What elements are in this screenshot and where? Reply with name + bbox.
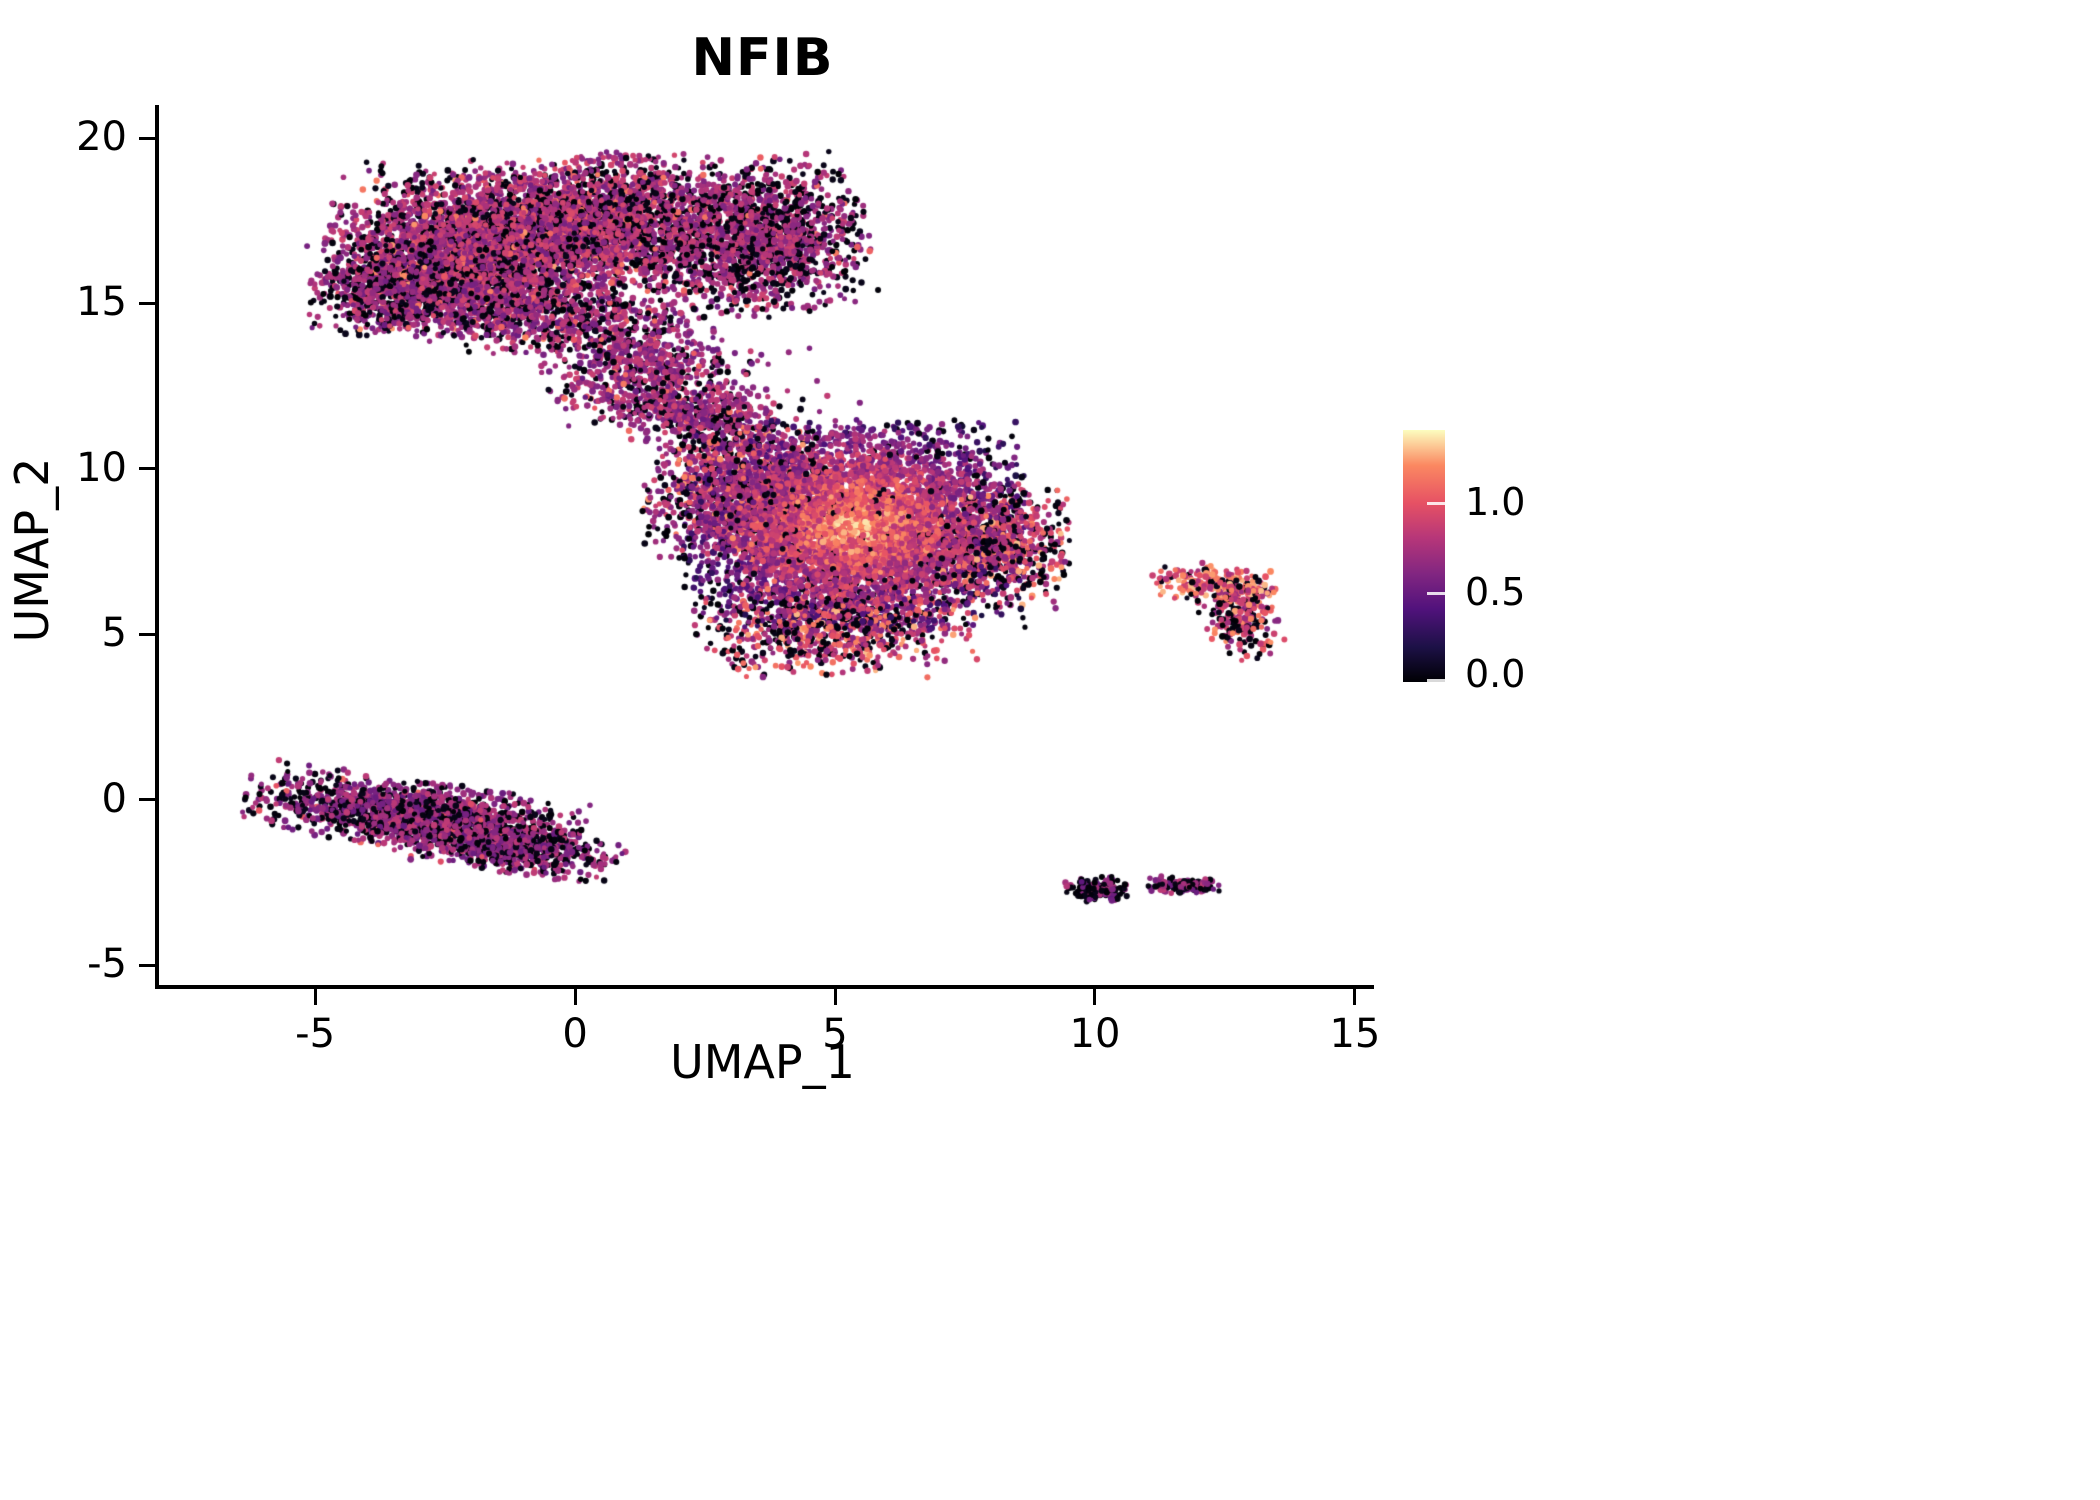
y-axis-tick-label: -5 — [87, 941, 127, 988]
x-axis-tick-label: 10 — [1069, 1011, 1121, 1057]
colorbar: 1.0 0.5 0.0 — [1403, 430, 1525, 693]
y-axis-tick-mark — [139, 798, 155, 802]
x-axis-tick-mark — [1093, 989, 1097, 1005]
x-axis-tick-mark — [313, 989, 317, 1005]
x-axis-tick-label: -5 — [295, 1011, 336, 1057]
y-axis-tick-label: 20 — [76, 114, 127, 161]
y-axis-tick-label: 10 — [76, 444, 127, 491]
x-axis-tick-label: 0 — [562, 1011, 588, 1057]
y-axis-tick-label: 0 — [101, 775, 127, 822]
scatter-canvas — [159, 105, 1374, 985]
plot-area — [155, 105, 1374, 989]
y-axis-tick-mark — [139, 467, 155, 471]
y-axis-tick-mark — [139, 136, 155, 140]
colorbar-tick-label: 0.0 — [1465, 652, 1526, 696]
y-axis-label: UMAP_2 — [5, 457, 59, 643]
colorbar-tick-label: 1.0 — [1465, 480, 1526, 524]
x-axis-tick-label: 15 — [1329, 1011, 1381, 1057]
y-axis-tick-mark — [139, 632, 155, 636]
colorbar-tick-mark — [1427, 679, 1445, 682]
x-axis-tick-mark — [833, 989, 837, 1005]
plot-title: NFIB — [691, 28, 834, 88]
colorbar-tick-mark — [1427, 502, 1445, 505]
x-axis-tick-label: 5 — [822, 1011, 848, 1057]
y-axis-tick-mark — [139, 301, 155, 305]
x-axis-tick-mark — [1353, 989, 1357, 1005]
y-axis-tick-label: 15 — [76, 279, 127, 326]
y-axis-tick-mark — [139, 963, 155, 967]
y-axis-tick-label: 5 — [101, 610, 127, 657]
colorbar-tick-label: 0.5 — [1465, 570, 1526, 614]
x-axis-label: UMAP_1 — [670, 1035, 855, 1089]
colorbar-tick-mark — [1427, 592, 1445, 595]
x-axis-tick-mark — [573, 989, 577, 1005]
